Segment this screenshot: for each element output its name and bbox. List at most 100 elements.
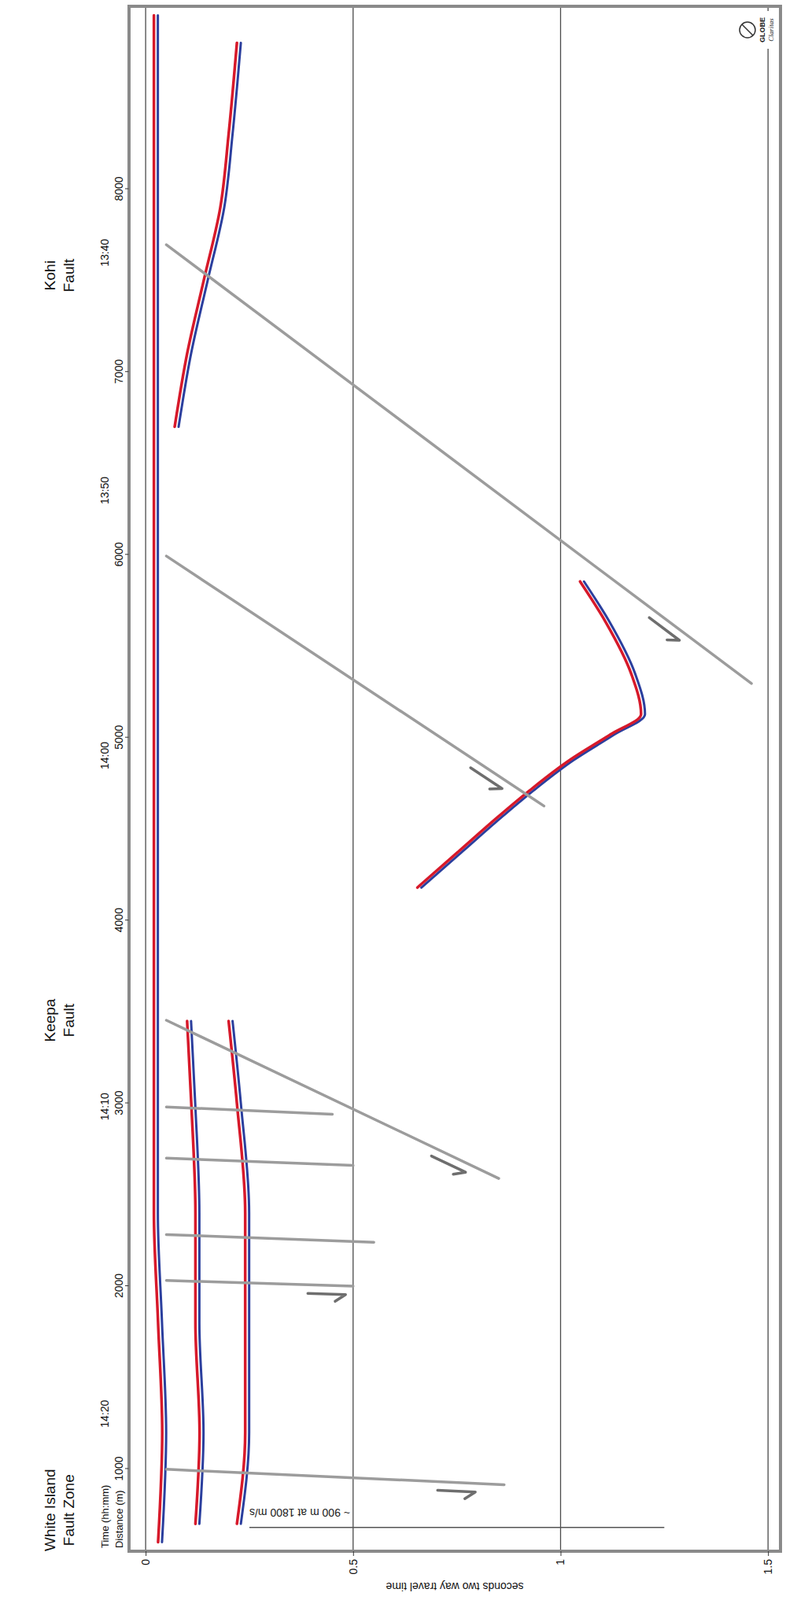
distance-tick-mark [125,553,130,555]
fault-name-line: Fault [60,258,78,292]
time-tick-label: 0 [139,1559,152,1566]
distance-tick: 3000 [112,1090,130,1115]
fault-line [166,1158,353,1166]
distance-tick-label: 3000 [112,1090,126,1115]
fault-name-line: Keepa [41,998,59,1042]
distance-tick-mark [125,188,130,189]
distance-tick-label: 7000 [112,359,126,384]
fault-sense-arrow [431,1156,465,1175]
clock-time-tick-label: 13:50 [98,476,111,505]
logo-background [736,11,778,49]
time-tick-label: 1.5 [761,1559,775,1576]
scale-bar-label: ~ 900 m at 1800 m/s [249,1506,351,1520]
distance-tick-mark [125,919,130,921]
time-axis-line [129,1550,782,1553]
clock-time-tick-label: 14:10 [98,1092,111,1121]
fault-line [166,1020,499,1179]
time-tick-mark [353,1551,355,1557]
distance-tick-mark [125,371,130,373]
clock-time-tick: 13:50 [98,476,130,505]
time-tick: 1 [553,1551,567,1566]
distance-tick-mark [125,1468,130,1469]
fault-line [166,1280,353,1287]
time-tick: 1.5 [761,1551,775,1575]
fault-line [166,556,544,807]
fault-line [166,1234,374,1243]
reflectors [154,15,646,1543]
time-tick-mark [145,1551,147,1557]
clock-time-tick: 14:00 [98,741,130,770]
time-axis: 0 0.5 1 1.5 [129,1551,782,1576]
fault-line [166,1107,333,1115]
y-axis-title: seconds two way travel time [385,1580,524,1594]
logo: GLOBEClaritas [736,11,778,49]
clock-time-tick-label: 13:40 [98,239,111,267]
fault-name: KeepaFault [41,998,78,1042]
fault-name: KohiFault [41,258,78,292]
logo-text: GLOBE [758,17,767,43]
distance-tick-label: 1000 [112,1456,126,1481]
grid-line [560,6,561,1552]
distance-tick: 4000 [112,907,130,933]
plot-background [129,6,781,1552]
clock-time-tick: 13:40 [98,239,130,267]
distance-axis-line [129,6,131,1552]
reflector-trough [158,15,167,1543]
fault-name-line: Fault Zone [60,1474,78,1547]
fault-line [166,244,752,684]
distance-tick-mark [125,737,130,739]
fault-name-line: White Island [41,1468,59,1552]
fault-sense-arrow [437,1490,476,1500]
faults [166,244,752,1499]
grid-line [767,6,769,1552]
fault-name-line: Kohi [41,260,59,291]
logo-icon [739,22,756,38]
clock-time-tick: 14:10 [98,1092,130,1121]
distance-tick-mark [125,1103,130,1104]
distance-tick: 2000 [112,1273,130,1299]
reflector [154,15,163,1543]
distance-axis: 1000 2000 3000 4000 5000 6000 7000 8000 [112,6,130,1552]
fault-name-line: Fault [60,1003,78,1037]
logo-icon-mark [741,24,753,36]
plot-frame [129,6,781,1552]
fault-line [166,1469,504,1486]
grid-line [144,6,146,1552]
fault-sense-arrow [649,617,679,641]
fault-name: White IslandFault Zone [41,1468,78,1552]
reflector [174,42,237,427]
time-tick: 0 [139,1551,152,1566]
distance-tick-label: 2000 [112,1273,126,1299]
fault-sense-arrow [470,767,502,790]
distance-tick: 8000 [112,176,130,201]
clock-time-axis-line [129,6,131,1552]
distance-tick: 1000 [112,1456,130,1481]
time-tick-mark [560,1551,561,1557]
time-tick: 0.5 [346,1551,360,1575]
x2-axis-title: Time (hh:mm) [99,1485,111,1549]
distance-tick-label: 5000 [112,724,126,750]
distance-tick-label: 8000 [112,176,126,201]
distance-tick: 5000 [112,724,130,750]
x-axis-title: Distance (m) [113,1490,126,1549]
scale-bar [249,1527,665,1529]
distance-tick: 6000 [112,542,130,567]
grid [145,6,768,1552]
distance-tick: 7000 [112,359,130,384]
time-tick-mark [767,1551,769,1557]
plot-marks [145,6,768,1552]
rotated-figure: 0 0.5 1 1.5 1000 2000 3000 4000 5000 6000 7000 8000… [41,6,782,1595]
reflector [228,1021,246,1525]
distance-tick-label: 4000 [112,907,126,933]
distance-tick-mark [125,1285,130,1287]
logo-text: Claritas [767,18,775,42]
grid-line [352,6,354,1552]
fault-sense-arrow [307,1293,346,1302]
distance-tick-label: 6000 [112,542,126,567]
time-tick-label: 0.5 [346,1559,360,1576]
clock-time-axis: 14:20 14:10 14:00 13:50 13:40 [98,6,130,1552]
clock-time-tick-label: 14:00 [98,741,111,770]
reflector [417,581,642,888]
reflector [187,1021,200,1525]
clock-time-tick: 14:20 [98,1399,130,1428]
